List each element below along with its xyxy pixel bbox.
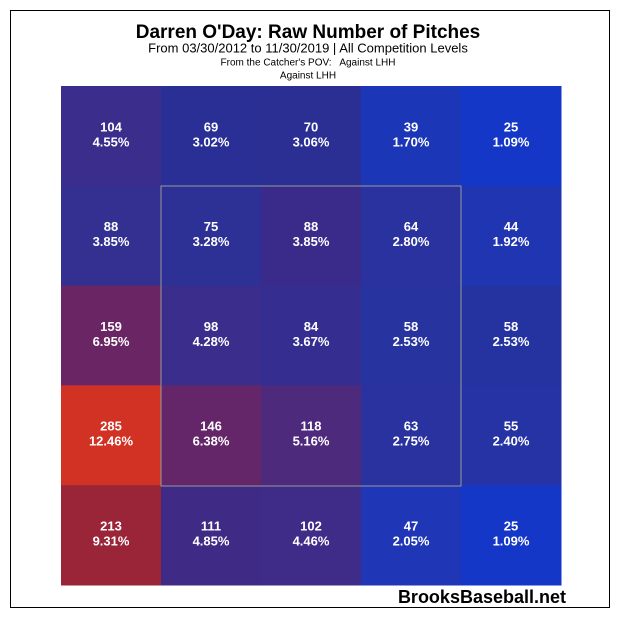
strike-zone — [160, 185, 462, 487]
cell-count: 25 — [504, 119, 518, 134]
cell-percent: 3.06% — [293, 134, 330, 149]
heatmap-cell — [61, 86, 162, 187]
cell-count: 98 — [204, 319, 218, 334]
cell-count: 39 — [404, 119, 418, 134]
cell-percent: 1.70% — [393, 134, 430, 149]
cell-percent: 5.16% — [293, 434, 330, 449]
chart-title: Darren O'Day: Raw Number of Pitches — [136, 22, 481, 43]
cell-percent: 2.80% — [393, 234, 430, 249]
cell-count: 55 — [504, 419, 518, 434]
chart-note: From the Catcher's POV: Against LHH — [221, 58, 396, 69]
cell-percent: 3.85% — [93, 234, 130, 249]
heatmap-cell — [261, 285, 362, 386]
heatmap-cell — [361, 185, 462, 287]
heatmap-cell — [261, 86, 362, 187]
heatmap-cell — [461, 385, 562, 486]
cell-count: 25 — [504, 519, 518, 534]
heatmap-cell — [261, 385, 362, 486]
heatmap-cell — [461, 485, 562, 586]
heatmap-cell — [61, 485, 162, 586]
heatmap-cell — [61, 185, 162, 287]
heatmap-cell — [261, 485, 362, 586]
heatmap-cell — [161, 185, 262, 287]
heatmap-grid: 1044.55%693.02%703.06%391.70%251.09%883.… — [61, 86, 562, 586]
cell-count: 69 — [204, 119, 218, 134]
cell-count: 88 — [304, 219, 318, 234]
cell-count: 285 — [100, 419, 122, 434]
chart-note: Against LHH — [280, 71, 336, 82]
cell-percent: 4.55% — [93, 134, 130, 149]
cell-count: 75 — [204, 219, 218, 234]
heatmap-cell — [361, 86, 462, 187]
cell-count: 70 — [304, 119, 318, 134]
cell-percent: 3.67% — [293, 334, 330, 349]
cell-count: 118 — [301, 419, 322, 434]
cell-percent: 3.85% — [293, 234, 330, 249]
heatmap-cell — [461, 185, 562, 287]
cell-percent: 6.95% — [93, 334, 130, 349]
cell-count: 84 — [304, 319, 319, 334]
heatmap-cell — [161, 385, 262, 486]
cell-count: 111 — [201, 519, 221, 534]
cell-percent: 4.85% — [193, 534, 230, 549]
heatmap-cell — [361, 385, 462, 486]
cell-percent: 6.38% — [193, 434, 230, 449]
cell-count: 44 — [504, 219, 519, 234]
cell-count: 63 — [404, 419, 418, 434]
cell-percent: 1.09% — [493, 534, 530, 549]
cell-percent: 4.28% — [193, 334, 230, 349]
cell-percent: 2.53% — [493, 334, 530, 349]
heatmap-cell — [261, 185, 362, 287]
cell-percent: 2.75% — [393, 434, 430, 449]
cell-percent: 12.46% — [89, 434, 134, 449]
cell-percent: 9.31% — [93, 534, 130, 549]
cell-count: 58 — [404, 319, 418, 334]
chart-subtitle: From 03/30/2012 to 11/30/2019 | All Comp… — [148, 40, 468, 55]
cell-count: 88 — [104, 219, 118, 234]
cell-count: 58 — [504, 319, 518, 334]
cell-count: 64 — [404, 219, 419, 234]
heatmap-cell — [161, 485, 262, 586]
heatmap-cell — [161, 285, 262, 386]
cell-percent: 3.02% — [193, 134, 230, 149]
cell-percent: 1.92% — [493, 234, 530, 249]
watermark: BrooksBaseball.net — [398, 587, 566, 607]
cell-percent: 3.28% — [193, 234, 230, 249]
cell-count: 47 — [404, 519, 418, 534]
heatmap-cell — [461, 86, 562, 187]
cell-count: 213 — [100, 519, 122, 534]
heatmap-cell — [161, 86, 262, 187]
cell-percent: 1.09% — [493, 134, 530, 149]
cell-count: 104 — [100, 119, 122, 134]
heatmap-cell — [361, 285, 462, 386]
heatmap-cell — [361, 485, 462, 586]
heatmap-cell — [61, 285, 162, 386]
cell-count: 146 — [200, 419, 222, 434]
cell-percent: 4.46% — [293, 534, 330, 549]
cell-percent: 2.53% — [393, 334, 430, 349]
cell-percent: 2.40% — [493, 434, 530, 449]
heatmap-cell — [461, 285, 562, 386]
heatmap-cell — [61, 385, 162, 486]
cell-percent: 2.05% — [393, 534, 430, 549]
cell-count: 159 — [100, 319, 122, 334]
cell-count: 102 — [300, 519, 322, 534]
